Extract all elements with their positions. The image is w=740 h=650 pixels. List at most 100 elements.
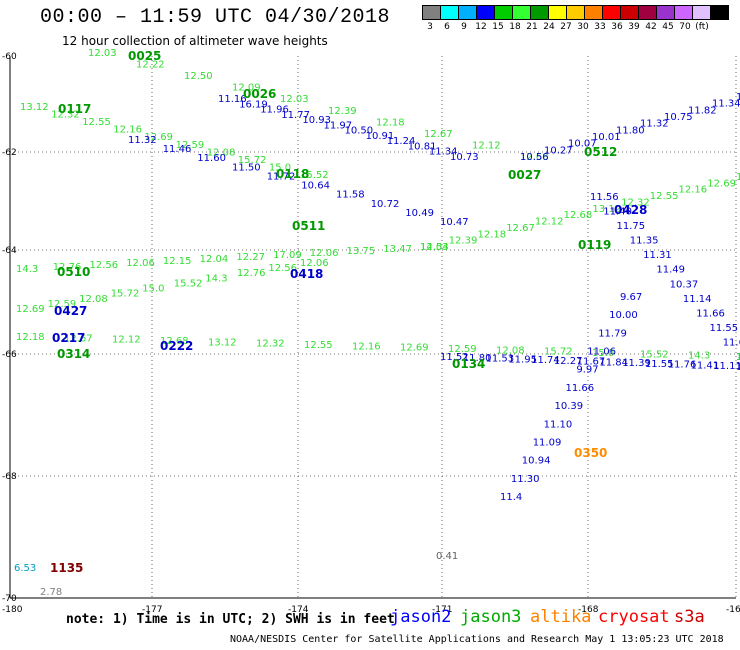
swh-value: 12.59 (48, 299, 77, 310)
swh-value: 13.12 (208, 337, 237, 348)
swh-value: 11.97 (324, 120, 353, 131)
swh-value: 12.59 (448, 344, 477, 355)
swh-value: 9.97 (576, 365, 598, 376)
lon-labels: -180 -177 -174 -171 -168 -16 (2, 605, 740, 615)
swh-value: 10.49 (405, 208, 434, 219)
swh-value: 13.47 (383, 244, 412, 255)
swh-value: 11.66 (696, 308, 725, 319)
swh-value: 15.0 (142, 284, 164, 295)
swh-value: 10.81 (408, 142, 437, 153)
swh-value: 11.58 (336, 190, 365, 201)
pass-code: 0119 (578, 238, 611, 252)
track-labels: 12.0312.2212.5012.0912.0312.3912.1812.67… (16, 48, 740, 503)
swh-value: 11.75 (617, 221, 646, 232)
legend-label: 42 (645, 22, 657, 32)
swh-value: 13.75 (347, 246, 376, 257)
swh-value: 12.39 (449, 236, 478, 247)
swh-value: 14.3 (688, 351, 710, 362)
swh-value: 15.52 (174, 278, 203, 289)
swh-value: 11.46 (163, 144, 192, 155)
satellite-name-jason3: jason3 (460, 607, 522, 627)
swh-value: 11.24 (387, 136, 416, 147)
swh-value: 12.55 (82, 117, 111, 128)
swh-value: 12.04 (200, 254, 229, 265)
swh-value: 11.35 (630, 236, 659, 247)
swh-value: 12.16 (113, 125, 142, 136)
swh-value: 11.55 (710, 323, 739, 334)
satellite-name-cryosat: cryosat (598, 607, 670, 627)
swh-value: 11.16 (218, 94, 247, 105)
swh-value: 11.60 (197, 153, 226, 164)
swh-value: 11.79 (598, 328, 627, 339)
legend-label: 12 (475, 22, 487, 32)
swh-value: 12.55 (650, 191, 679, 202)
pass-code: 0512 (584, 145, 617, 159)
swh-value: 9.67 (620, 292, 642, 303)
swh-value: 10.00 (609, 310, 638, 321)
swh-value: 12.76 (237, 268, 266, 279)
legend-label: 27 (560, 22, 572, 32)
footer-note: note: 1) Time is in UTC; 2) SWH is in fe… (66, 612, 395, 627)
pass-code: 0025 (128, 49, 161, 63)
swh-value: 12.06 (300, 258, 329, 269)
swh-value: 12.67 (64, 333, 93, 344)
swh-value: 15.0 (592, 348, 614, 359)
lat-label: -70 (2, 594, 17, 604)
lat-label: -64 (2, 246, 17, 256)
swh-value: 11.06 (587, 347, 616, 358)
swh-value: 12.09 (232, 83, 261, 94)
swh-value: 12.76 (736, 352, 740, 363)
swh-value: 15.0 (269, 162, 291, 173)
swh-value: 12.08 (207, 147, 236, 158)
swh-value: 12.16 (679, 185, 708, 196)
swh-value: 16.19 (239, 99, 268, 110)
legend-label: 70 (679, 22, 691, 32)
swh-value: 11.34 (712, 99, 740, 110)
swh-value: 11.41 (691, 361, 720, 372)
swh-value: 12.08 (79, 294, 108, 305)
lat-label: -62 (2, 148, 17, 158)
swh-value: 12.39 (328, 106, 357, 117)
pass-code: 0511 (292, 219, 325, 233)
satellite-name-s3a: s3a (674, 607, 705, 627)
swh-value: 12.69 (707, 178, 736, 189)
swh-value: 10.91 (366, 131, 395, 142)
legend-label: (ft) (695, 22, 709, 32)
pass-code: 0222 (160, 339, 193, 353)
swh-value: 12.27 (554, 356, 583, 367)
pass-code: 0428 (614, 203, 647, 217)
satellite-name-altika: altika (530, 607, 592, 627)
pass-code: 0418 (290, 267, 323, 281)
swh-value: 12.69 (16, 304, 45, 315)
pass-code: 0314 (57, 347, 90, 361)
swh-value: 12.68 (520, 152, 549, 163)
swh-value: 15.72 (544, 347, 573, 358)
pass-code: 0350 (574, 446, 607, 460)
pass-code: 0217 (52, 331, 85, 345)
swh-value: 11.76 (668, 360, 697, 371)
map-grid (10, 56, 737, 598)
swh-value: 12.56 (90, 260, 119, 271)
pass-code: 0134 (452, 357, 485, 371)
swh-value: 12.69 (144, 132, 173, 143)
swh-value: 15.52 (300, 170, 329, 181)
swh-value: 12.12 (112, 335, 141, 346)
legend-label: 39 (628, 22, 640, 32)
swh-value: 11.56 (590, 192, 619, 203)
swh-value: 12.09 (736, 92, 740, 103)
swh-value: 10.75 (664, 112, 693, 123)
swh-value: 12.03 (420, 242, 449, 253)
swh-value: 12.12 (472, 140, 501, 151)
legend-label: 9 (461, 22, 467, 32)
swh-value: 12.18 (376, 117, 405, 128)
misc-values: 6.53 2.78 0.41 (14, 551, 458, 598)
swh-value: 12.18 (16, 332, 45, 343)
pass-code: 0427 (54, 304, 87, 318)
swh-value: 12.59 (736, 172, 740, 183)
swh-value: 10.47 (440, 217, 469, 228)
lat-label: -60 (2, 52, 17, 62)
swh-value: 11.60 (723, 338, 740, 349)
swh-value: 11.50 (232, 162, 261, 173)
swh-value: 11.66 (566, 383, 595, 394)
swh-value: 12.50 (184, 71, 213, 82)
